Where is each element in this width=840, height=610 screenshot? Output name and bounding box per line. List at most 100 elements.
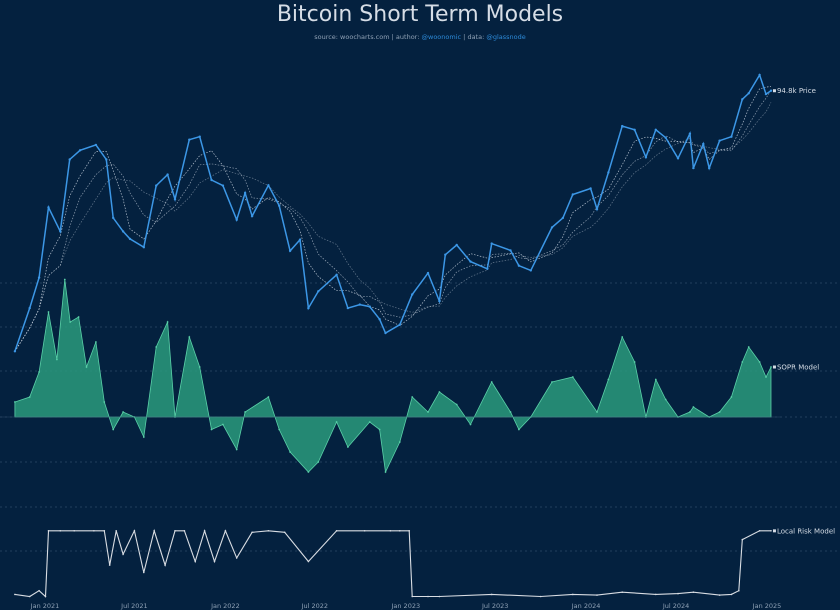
price-point	[221, 184, 225, 187]
price-point	[368, 305, 371, 308]
price-point	[595, 207, 599, 211]
sopr-point	[63, 278, 66, 281]
sopr-point	[368, 421, 371, 423]
price-point	[142, 246, 145, 249]
sopr-point	[222, 423, 224, 426]
risk-point	[143, 571, 145, 574]
price-point	[335, 273, 338, 276]
sopr-point	[244, 411, 247, 413]
sopr-model-area	[14, 279, 772, 474]
sopr-point	[692, 406, 695, 408]
risk-point	[408, 530, 411, 532]
price-line	[14, 73, 772, 352]
sopr-points	[14, 278, 772, 473]
risk-point	[194, 560, 196, 563]
sopr-point	[347, 446, 349, 448]
sopr-point	[730, 396, 733, 398]
sopr-point	[518, 428, 520, 431]
price-point	[486, 267, 489, 270]
risk-point	[758, 530, 761, 532]
sopr-point	[289, 451, 291, 453]
price-point	[529, 269, 532, 272]
sopr-point	[28, 396, 31, 398]
sopr-point	[384, 471, 387, 473]
price-point	[438, 299, 441, 303]
x-tick-label: Jan 2025	[752, 602, 782, 610]
price-point	[198, 135, 201, 138]
sopr-point	[235, 448, 238, 451]
risk-point	[73, 530, 75, 532]
sopr-point	[633, 361, 636, 363]
price-point	[692, 166, 695, 170]
risk-point	[103, 530, 106, 532]
risk-point	[108, 564, 111, 566]
chart-title: Bitcoin Short Term Models	[276, 2, 564, 27]
sopr-point	[112, 428, 115, 431]
price-moving-average	[14, 90, 772, 352]
price-point	[278, 204, 281, 207]
price-point	[764, 92, 768, 96]
sopr-point	[718, 411, 721, 413]
risk-point	[122, 553, 124, 555]
sopr-point	[469, 423, 472, 426]
sopr-point	[307, 471, 310, 473]
risk-point	[770, 530, 772, 532]
price-point	[561, 216, 565, 220]
risk-point	[596, 594, 598, 596]
risk-point	[335, 530, 338, 532]
local-risk-line	[14, 528, 771, 598]
sopr-point	[490, 381, 493, 383]
price-series-label: 94.8k Price	[777, 87, 816, 95]
price-point	[398, 323, 401, 326]
separator: |	[391, 33, 394, 41]
chart-subtitle: source: woocharts.com | author: @woonomi…	[0, 33, 840, 41]
sopr-point	[664, 398, 667, 401]
price-point	[378, 318, 381, 321]
sopr-point	[765, 376, 767, 378]
price-point	[747, 92, 750, 95]
price-point	[621, 124, 624, 128]
sopr-point	[398, 441, 401, 443]
price-point	[664, 136, 667, 139]
risk-point	[389, 530, 392, 532]
risk-point	[411, 595, 414, 598]
sopr-point	[596, 411, 598, 413]
sopr-point	[47, 311, 50, 313]
sopr-point	[607, 378, 610, 381]
price-point	[112, 216, 115, 220]
price-point	[188, 138, 191, 141]
sopr-point	[188, 336, 191, 338]
price-point	[307, 306, 310, 310]
price-point	[210, 178, 213, 182]
price-point	[28, 306, 31, 310]
sopr-point	[85, 366, 88, 368]
price-point	[78, 149, 82, 152]
risk-point	[741, 538, 744, 541]
author-link[interactable]: @woonomic	[421, 33, 462, 41]
risk-point	[44, 595, 47, 598]
risk-point	[655, 593, 657, 596]
data-source-link[interactable]: @glassnode	[486, 33, 526, 41]
price-point	[267, 184, 270, 187]
risk-point	[572, 593, 574, 596]
risk-point	[730, 593, 733, 596]
risk-point	[28, 595, 31, 598]
sopr-point	[654, 378, 657, 381]
price-point	[68, 158, 71, 161]
price-point	[654, 128, 657, 131]
data-label: data:	[467, 33, 485, 41]
risk-point	[115, 530, 117, 532]
price-point	[94, 143, 98, 147]
price-moving-average	[14, 85, 772, 352]
risk-point	[438, 595, 441, 598]
separator: |	[463, 33, 466, 41]
risk-point	[283, 531, 286, 534]
risk-series-label: Local Risk Model	[777, 527, 835, 535]
x-tick-label: Jul 2024	[662, 602, 689, 610]
risk-point	[47, 530, 50, 532]
price-point	[589, 187, 592, 190]
price-point	[688, 132, 692, 135]
sopr-point	[758, 361, 761, 363]
